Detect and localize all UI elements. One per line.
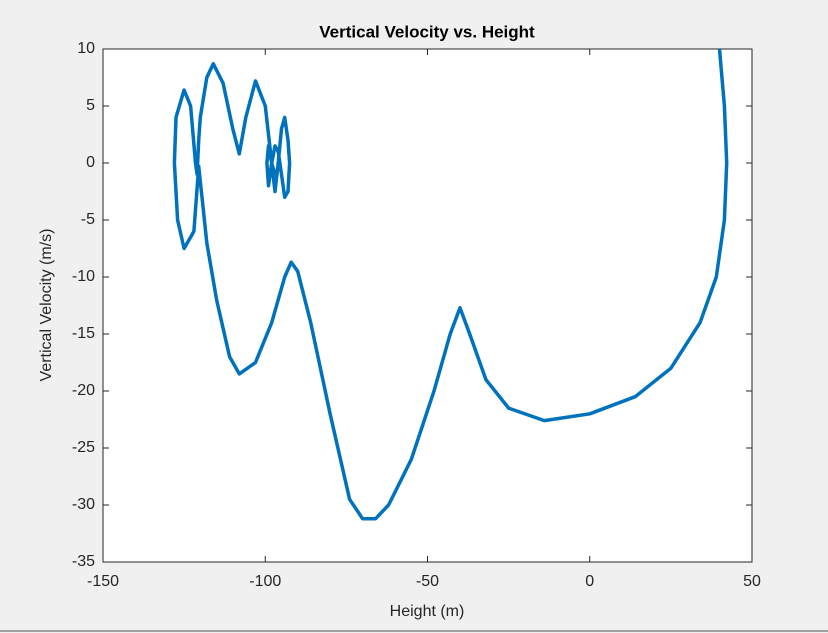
y-axis-label: Vertical Velocity (m/s)	[38, 229, 55, 382]
x-tick-label: -100	[249, 573, 281, 590]
y-tick-label: 0	[86, 154, 95, 171]
y-tick-label: -35	[72, 553, 95, 570]
data-line	[172, 49, 729, 521]
axes-box	[102, 48, 753, 563]
x-tick-label: 0	[585, 573, 594, 590]
y-tick-label: -10	[72, 268, 95, 285]
y-tick-label: -5	[81, 211, 95, 228]
y-tick-label: -20	[72, 382, 95, 399]
axes-background	[103, 49, 752, 562]
y-tick-label: 10	[77, 40, 95, 57]
chart-title: Vertical Velocity vs. Height	[319, 22, 535, 41]
y-tick-label: -25	[72, 439, 95, 456]
y-tick-label: 5	[86, 97, 95, 114]
x-tick-label: 50	[743, 573, 761, 590]
y-tick-label: -15	[72, 325, 95, 342]
x-axis-label: Height (m)	[390, 603, 465, 620]
x-tick-label: -50	[416, 573, 439, 590]
x-tick-label: -150	[87, 573, 119, 590]
y-tick-label: -30	[72, 496, 95, 513]
